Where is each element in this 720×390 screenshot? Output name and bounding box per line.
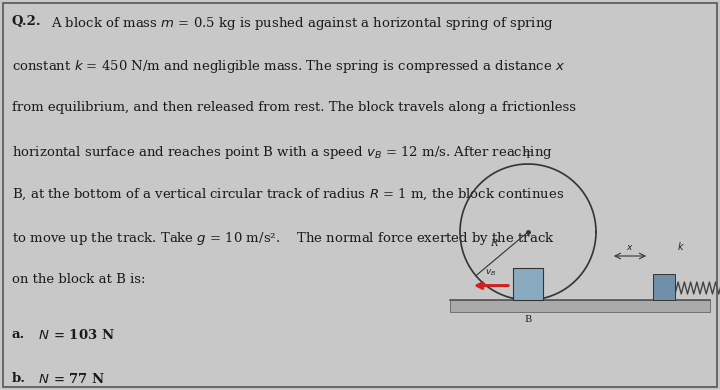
Text: on the block at B is:: on the block at B is: [12,273,145,286]
Text: T: T [525,151,531,160]
Text: m: m [660,282,667,291]
Text: $N$ = 77 N: $N$ = 77 N [34,372,105,386]
Text: $k$: $k$ [677,240,685,252]
Text: B, at the bottom of a vertical circular track of radius $R$ = 1 m, the block con: B, at the bottom of a vertical circular … [12,187,564,202]
Bar [653,274,675,300]
Text: to move up the track. Take $g$ = 10 m/s².    The normal force exerted by the tra: to move up the track. Take $g$ = 10 m/s²… [12,230,554,247]
Text: b.: b. [12,372,26,385]
Text: R: R [490,239,498,248]
Text: B: B [524,315,531,324]
Text: from equilibrium, and then released from rest. The block travels along a frictio: from equilibrium, and then released from… [12,101,576,114]
Text: Q.2.: Q.2. [12,15,42,28]
Text: $x$: $x$ [626,243,634,252]
Bar [513,268,543,300]
Text: $N$ = 103 N: $N$ = 103 N [34,328,114,342]
Text: a.: a. [12,328,25,341]
Text: $v_B$: $v_B$ [485,267,497,278]
Text: constant $k$ = 450 N/m and negligible mass. The spring is compressed a distance : constant $k$ = 450 N/m and negligible ma… [12,58,565,75]
Text: A block of mass $m$ = 0.5 kg is pushed against a horizontal spring of spring: A block of mass $m$ = 0.5 kg is pushed a… [47,15,554,32]
Text: horizontal surface and reaches point B with a speed $v_B$ = 12 m/s. After reachi: horizontal surface and reaches point B w… [12,144,553,161]
Bar [450,300,710,312]
